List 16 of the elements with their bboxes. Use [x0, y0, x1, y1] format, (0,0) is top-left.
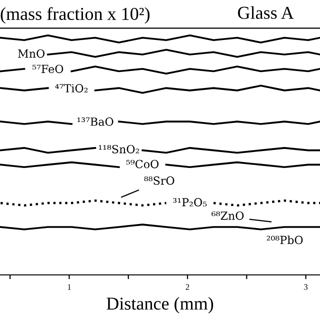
- x-tick-label: 1: [68, 284, 71, 290]
- series-label: ⁵⁷FeO: [32, 64, 64, 74]
- annotation: ²⁰⁸PbO: [266, 236, 303, 244]
- series-label: ⁴⁷TiO₂: [55, 84, 88, 92]
- series-label: ⁵⁹CoO: [126, 160, 159, 168]
- annotation: ⁶⁸ZnO: [212, 211, 244, 220]
- annotation: ⁸⁸SrO: [144, 176, 174, 185]
- chart-title: (mass fraction x 10²): [0, 7, 150, 24]
- series-label: ¹¹⁸SnO₂: [98, 144, 140, 154]
- series-label: ³¹P₂O₅: [173, 198, 207, 206]
- series-label: ¹³⁷BaO: [77, 117, 114, 126]
- text: Glass A: [238, 6, 294, 19]
- x-tick-label: 2: [186, 284, 190, 290]
- x-axis-title: Distance (mm): [106, 297, 214, 314]
- series-label: MnO: [18, 49, 45, 58]
- x-tick-label: 3: [304, 284, 308, 290]
